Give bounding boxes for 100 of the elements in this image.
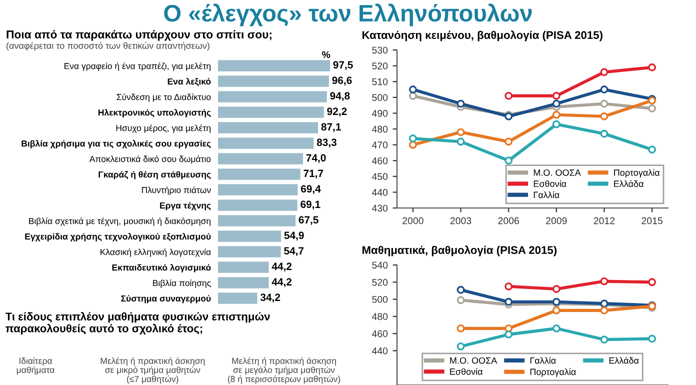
- data-label: 69,4: [300, 185, 321, 194]
- y-tick-label: 510: [372, 78, 388, 86]
- text: Τι είδους επιπλέον μαθήματα φυσικών επιστημών παρακολουθείς αυτό το σχολικό έτος;: [5, 312, 270, 335]
- data-label: 92,2: [327, 108, 347, 117]
- y-tick-label: 500: [372, 94, 388, 102]
- point: [648, 63, 656, 72]
- x-tick-label: 2003: [450, 217, 472, 224]
- point: [552, 100, 560, 108]
- chart-title: Κατανόηση κειμένου, βαθμολογία (PISA 2015): [362, 30, 602, 42]
- point: [648, 334, 656, 343]
- data-label: 44,2: [272, 278, 292, 288]
- point: [456, 100, 465, 108]
- bar: [218, 277, 269, 288]
- text: Ιδιαίτερα μαθήματα: [16, 357, 54, 375]
- text: (αναφέρεται το ποσοστό των θετικών απαντήσεων): [6, 42, 210, 51]
- y-tick-label: Κλασική ελληνική λογοτεχνία: [100, 248, 211, 257]
- bar: [218, 184, 298, 196]
- point: [408, 134, 417, 142]
- bar: [218, 168, 300, 180]
- bar: [218, 106, 324, 118]
- point: [504, 330, 513, 338]
- y-tick-label: Εκπαιδευτικό λογισμικό: [112, 264, 211, 272]
- point: [600, 336, 608, 344]
- y-tick-label: 440: [372, 188, 388, 196]
- y-tick-label: Εργα τέχνης: [160, 202, 211, 210]
- x-tick-label: 2000: [402, 217, 424, 224]
- y-tick-label: Πλυντήριο πιάτων: [142, 186, 211, 195]
- legend-label: Πορτογαλία: [530, 368, 576, 377]
- y-tick-label: 540: [372, 262, 388, 269]
- y-tick-label: 460: [372, 330, 388, 338]
- point: [456, 138, 465, 146]
- data-label: 94,8: [330, 92, 350, 102]
- point: [456, 286, 465, 294]
- point: [552, 324, 560, 332]
- bar: [218, 230, 282, 242]
- point: [552, 306, 560, 314]
- point: [408, 140, 417, 149]
- point: [504, 156, 513, 165]
- y-tick-label: 440: [372, 347, 388, 354]
- point: [456, 128, 465, 136]
- data-label: 34,2: [260, 294, 280, 303]
- bar: [218, 122, 318, 134]
- bar: [218, 153, 304, 164]
- chart-title: Ποια από τα παρακάτω υπάρχουν στο σπίτι σου;: [6, 30, 272, 41]
- data-label: 74,0: [306, 154, 326, 164]
- point: [504, 138, 513, 146]
- legend-label: Ελλάδα: [614, 180, 644, 187]
- point: [600, 277, 608, 286]
- bar: [218, 91, 327, 102]
- x-tick-label: 2006: [498, 217, 519, 224]
- y-tick-label: 480: [372, 126, 388, 133]
- point: [552, 120, 560, 128]
- legend-label: Μ.Ο. ΟΟΣΑ: [534, 169, 581, 176]
- y-tick-label: Βιβλία σχετικά με τέχνη, μουσική ή διακόσμηση: [29, 217, 210, 226]
- point: [456, 324, 465, 332]
- text: Μελέτη ή πρακτική άσκηση σε μεγάλο τμήμα μαθητών (8 ή περισσότερων μαθητών): [228, 357, 340, 384]
- data-label: 83,3: [316, 138, 336, 148]
- bar: [218, 262, 269, 273]
- point: [552, 110, 560, 119]
- y-tick-label: Αποκλειστικά δικό σου δωμάτιο: [89, 155, 211, 164]
- y-tick-label: 430: [372, 204, 388, 212]
- x-tick-label: 2015: [642, 217, 662, 224]
- point: [600, 306, 608, 314]
- y-tick-label: 490: [372, 110, 388, 117]
- bar: [218, 200, 298, 211]
- bar: [218, 138, 314, 149]
- point: [456, 296, 465, 304]
- data-label: 71,7: [304, 170, 324, 179]
- point: [408, 86, 417, 94]
- data-label: 54,9: [284, 232, 304, 241]
- y-tick-label: Ηλεκτρονικός υπολογιστής: [98, 108, 211, 118]
- bar: [218, 60, 330, 72]
- y-tick-label: Εγχειρίδια χρήσης τεχνολογικού εξοπλισμού: [25, 232, 211, 242]
- point: [600, 86, 608, 94]
- data-label: 96,6: [332, 76, 352, 86]
- legend-label: Γαλλία: [530, 356, 556, 364]
- y-tick-label: 520: [372, 62, 388, 70]
- point: [456, 342, 465, 350]
- point: [600, 112, 608, 120]
- legend-label: Μ.Ο. ΟΟΣΑ: [450, 357, 498, 364]
- point: [552, 92, 560, 100]
- bar: [218, 246, 281, 258]
- legend-label: Ελλάδα: [609, 356, 639, 364]
- y-tick-label: Ενα λεξικό: [168, 78, 211, 86]
- point: [504, 92, 513, 100]
- point: [600, 130, 608, 138]
- data-label: 69,1: [300, 200, 320, 210]
- y-tick-label: 520: [372, 278, 388, 286]
- legend-label: Πορτογαλία: [614, 168, 660, 178]
- y-tick-label: 460: [372, 157, 388, 164]
- y-tick-label: Σύστημα συναγερμού: [121, 295, 211, 304]
- text: Ο «έλεγχος» των Ελληνόπουλων: [164, 4, 532, 26]
- y-tick-label: Γκαράζ ή θέση στάθμευσης: [98, 171, 211, 180]
- legend-label: Εσθονία: [534, 180, 566, 187]
- y-tick-label: 480: [372, 313, 388, 320]
- x-tick-label: 2012: [594, 217, 615, 224]
- legend-label: Εσθονία: [450, 368, 483, 375]
- y-tick-label: Σύνδεση με το Διαδίκτυο: [116, 93, 211, 102]
- text: Μελέτη ή πρακτική άσκηση σε μικρό τμήμα μαθητών (≤7 μαθητών): [100, 357, 205, 384]
- data-label: 67,5: [298, 216, 318, 226]
